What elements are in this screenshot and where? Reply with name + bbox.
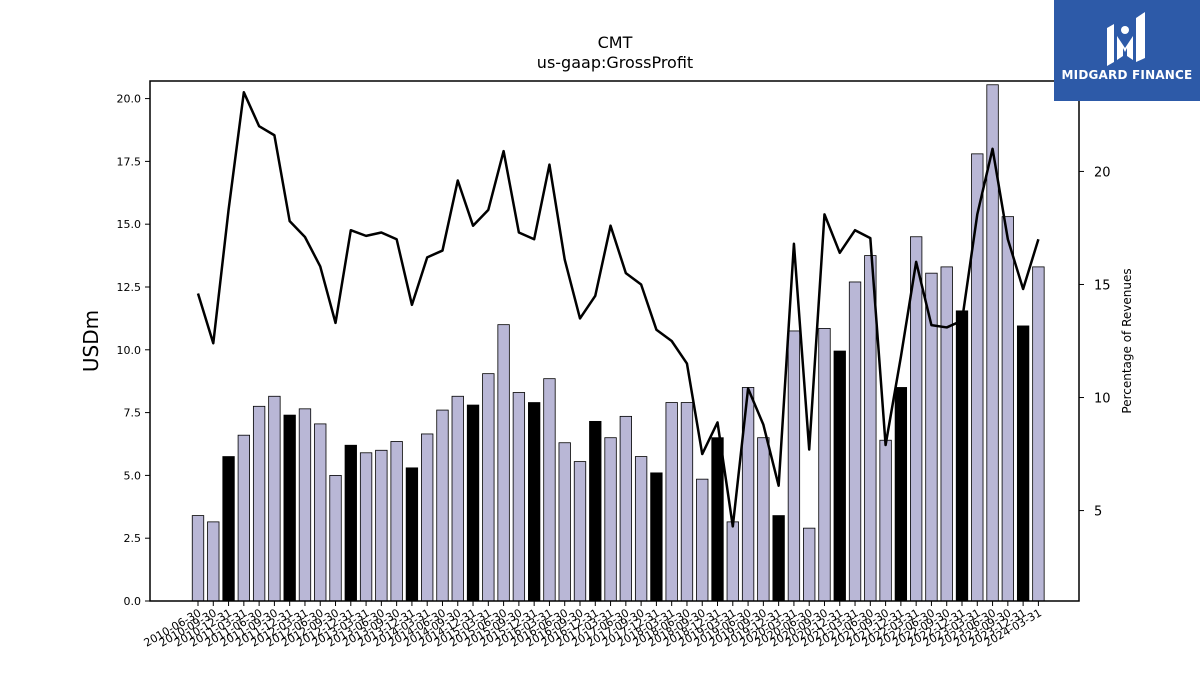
- bar: [848, 281, 862, 602]
- y-tick-label: 2.5: [124, 532, 142, 545]
- y-tick-label: 5.0: [124, 469, 142, 482]
- series-line: [196, 91, 1040, 528]
- logo-icon: [1107, 12, 1145, 66]
- bar: [207, 521, 220, 602]
- bar: [1032, 266, 1045, 602]
- bar: [589, 420, 602, 602]
- y-tick-label: 15.0: [117, 218, 142, 231]
- bar: [696, 478, 709, 602]
- chart-subtitle: us-gaap:GrossProfit: [537, 53, 693, 72]
- bar: [252, 405, 266, 602]
- bar: [237, 434, 250, 602]
- bar: [329, 474, 342, 602]
- bar: [390, 441, 403, 602]
- bar: [726, 521, 739, 602]
- bar: [558, 442, 571, 602]
- y-tick-label: 7.5: [124, 407, 142, 420]
- bar: [268, 395, 281, 602]
- bar: [451, 395, 464, 602]
- plot-frame: [149, 80, 1080, 602]
- bar: [497, 324, 510, 602]
- y2-axis-label: Percentage of Revenues: [1120, 268, 1134, 413]
- bar: [283, 414, 296, 602]
- y2-tick-label: 5: [1094, 505, 1102, 520]
- bar: [359, 452, 373, 602]
- y-tick-label: 0.0: [124, 595, 142, 608]
- bar: [573, 461, 587, 602]
- bar: [1001, 216, 1014, 602]
- chart-title: CMT: [598, 33, 633, 52]
- bar: [634, 456, 648, 602]
- y2-tick-label: 15: [1094, 278, 1111, 293]
- bar: [543, 378, 556, 602]
- bar: [191, 515, 205, 602]
- bar: [482, 373, 495, 602]
- y2-tick-label: 10: [1094, 392, 1111, 407]
- bar: [955, 310, 969, 602]
- bar: [222, 456, 235, 602]
- bar: [833, 350, 846, 602]
- bar: [314, 423, 327, 602]
- bar: [650, 472, 663, 602]
- bar: [940, 266, 953, 602]
- bar: [466, 404, 480, 602]
- bar: [512, 392, 526, 602]
- bar: [711, 437, 724, 602]
- bar: [894, 387, 908, 602]
- bar: [619, 415, 632, 602]
- bar: [421, 433, 434, 602]
- y-tick-label: 17.5: [117, 155, 142, 168]
- y-tick-label: 20.0: [117, 93, 142, 106]
- bar: [604, 437, 617, 602]
- bar: [879, 439, 892, 602]
- y2-tick-label: 20: [1094, 165, 1111, 180]
- bar: [298, 408, 312, 602]
- logo-text: MIDGARD FINANCE: [1061, 68, 1193, 82]
- bar: [528, 402, 541, 602]
- bar: [1016, 325, 1030, 602]
- bar: [665, 402, 678, 602]
- bar: [405, 467, 419, 602]
- bar: [803, 527, 816, 602]
- y-axis-label: USDm: [79, 310, 103, 372]
- midgard-finance-logo: MIDGARD FINANCE: [1054, 0, 1200, 101]
- bar: [344, 444, 357, 602]
- bar: [772, 515, 785, 602]
- y-tick-label: 10.0: [117, 344, 142, 357]
- bar: [436, 409, 449, 602]
- y-tick-label: 12.5: [117, 281, 142, 294]
- bar: [787, 330, 801, 602]
- bar: [818, 328, 831, 602]
- bar: [375, 449, 388, 602]
- bar: [757, 437, 770, 602]
- bar: [680, 402, 694, 602]
